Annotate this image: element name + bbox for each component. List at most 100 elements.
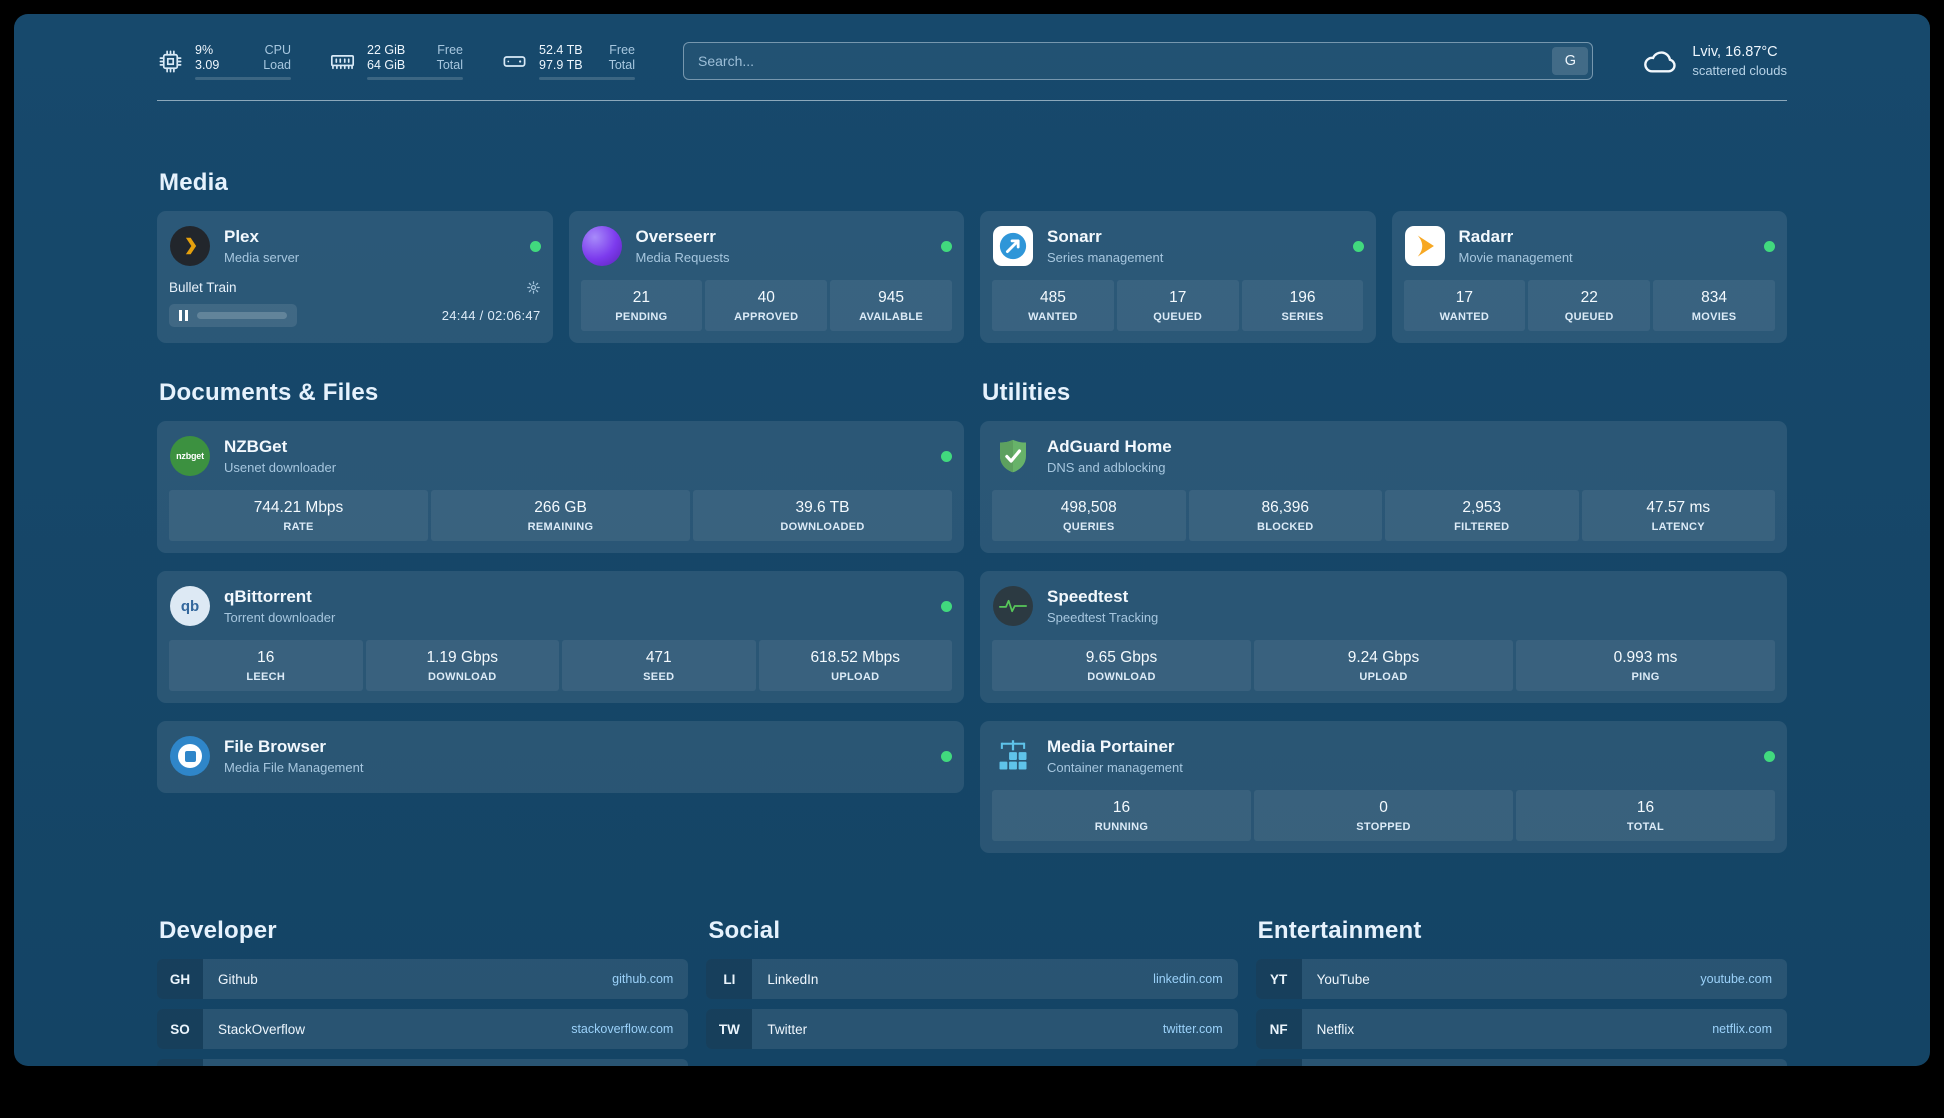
status-dot <box>941 750 952 762</box>
stat-wanted: 485 WANTED <box>992 280 1114 331</box>
bookmark-github[interactable]: GH Github github.com <box>157 959 689 999</box>
radarr-icon <box>1404 225 1446 267</box>
weather-location: Lviv, 16.87°C <box>1692 44 1778 60</box>
service-name: Sonarr <box>1047 227 1102 246</box>
topbar-divider <box>157 100 1787 101</box>
stat-pending: 21 PENDING <box>580 280 703 331</box>
stat-leech: 16 LEECH <box>169 640 363 691</box>
bookmark-stackoverflow[interactable]: SO StackOverflow stackoverflow.com <box>157 1009 689 1049</box>
disk-free-label: Free <box>609 42 635 57</box>
disk-total-label: Total <box>608 57 635 72</box>
service-name: Overseerr <box>635 227 716 246</box>
service-card-speedtest[interactable]: Speedtest Speedtest Tracking 9.65 Gbps DO… <box>980 571 1787 703</box>
bookmark-domain: github.com <box>612 972 674 986</box>
bookmark-netflix[interactable]: NF Netflix netflix.com <box>1255 1009 1787 1049</box>
topbar: 9% CPU 3.09 Load 22 GiB Free 64 GiB <box>157 42 1787 80</box>
now-playing-title: Bullet Train <box>169 280 237 295</box>
stat-remaining: 266 GB REMAINING <box>431 490 690 541</box>
bookmark-reddit[interactable]: RE Reddit reddit.com <box>1255 1059 1787 1066</box>
service-card-portainer[interactable]: Media Portainer Container management 16 R… <box>980 721 1787 853</box>
service-card-overseerr[interactable]: Overseerr Media Requests 21 PENDING 40 APP… <box>568 211 964 343</box>
plex-icon <box>169 225 211 267</box>
service-name: Speedtest <box>1047 587 1129 606</box>
section-utilities: Utilities AdGuard Home DNS and adblockin… <box>980 379 1787 853</box>
gear-icon[interactable] <box>526 280 541 295</box>
pause-icon[interactable] <box>179 310 188 321</box>
stat-stopped: 0 STOPPED <box>1254 790 1513 841</box>
search-provider-button[interactable]: G <box>1552 47 1589 75</box>
service-card-filebrowser[interactable]: File Browser Media File Management <box>157 721 964 793</box>
stat-upload: 9.24 Gbps UPLOAD <box>1254 640 1513 691</box>
bookmark-twitter[interactable]: TW Twitter twitter.com <box>706 1009 1238 1049</box>
player-controls <box>169 304 297 327</box>
cpu-load-label: Load <box>263 57 291 72</box>
memory-free-label: Free <box>437 42 463 57</box>
stat-total: 16 TOTAL <box>1516 790 1775 841</box>
status-dot <box>941 450 952 462</box>
dashboard-panel: 9% CPU 3.09 Load 22 GiB Free 64 GiB <box>14 14 1930 1066</box>
stat-queued: 17 QUEUED <box>1116 280 1239 331</box>
disk-widget: 52.4 TB Free 97.9 TB Total <box>501 43 635 80</box>
bookmark-youtube[interactable]: YT YouTube youtube.com <box>1255 959 1787 999</box>
service-name: Radarr <box>1458 227 1514 246</box>
cpu-icon <box>157 48 184 75</box>
stat-latency: 47.57 ms LATENCY <box>1581 490 1775 541</box>
service-subtitle: Movie management <box>1458 250 1573 265</box>
resource-widgets: 9% CPU 3.09 Load 22 GiB Free 64 GiB <box>157 43 635 80</box>
cloud-icon <box>1644 51 1676 73</box>
status-dot <box>1764 240 1775 252</box>
service-subtitle: Media File Management <box>224 760 364 775</box>
service-name: Media Portainer <box>1047 737 1175 756</box>
service-subtitle: DNS and adblocking <box>1047 460 1166 475</box>
service-name: AdGuard Home <box>1047 437 1172 456</box>
bookmark-dev[interactable]: DT DEV dev.to <box>157 1059 689 1066</box>
stat-queued: 22 QUEUED <box>1528 280 1651 331</box>
memory-free-value: 22 GiB <box>367 42 406 57</box>
service-subtitle: Usenet downloader <box>224 460 337 475</box>
disk-free-value: 52.4 TB <box>539 42 583 57</box>
bookmark-domain: linkedin.com <box>1153 972 1223 986</box>
playback-progress-bar <box>197 312 287 319</box>
cpu-usage-label: CPU <box>264 42 291 57</box>
service-card-radarr[interactable]: Radarr Movie management 17 WANTED 22 QUEUE… <box>1391 211 1787 343</box>
search-input[interactable] <box>683 42 1594 80</box>
service-card-adguard[interactable]: AdGuard Home DNS and adblocking 498,508 Q… <box>980 421 1787 553</box>
stat-approved: 40 APPROVED <box>705 280 828 331</box>
speedtest-icon <box>992 585 1034 627</box>
memory-progress-bar <box>367 76 463 80</box>
stat-rate: 744.21 Mbps RATE <box>169 490 428 541</box>
bookmark-abbr: NF <box>1255 1009 1302 1049</box>
qbittorrent-icon: qb <box>169 585 211 627</box>
memory-widget: 22 GiB Free 64 GiB Total <box>329 43 463 80</box>
bookmark-name: YouTube <box>1316 971 1370 987</box>
service-subtitle: Media server <box>224 250 300 265</box>
service-card-qbittorrent[interactable]: qb qBittorrent Torrent downloader 16 LEEC… <box>157 571 964 703</box>
disk-icon <box>501 48 528 75</box>
service-card-nzbget[interactable]: nzbget NZBGet Usenet downloader 744.21 M… <box>157 421 964 553</box>
disk-progress-bar <box>539 76 635 80</box>
cpu-usage-value: 9% <box>195 42 214 57</box>
bookmark-name: Netflix <box>1316 1021 1355 1037</box>
stat-series: 196 SERIES <box>1241 280 1364 331</box>
stat-upload: 618.52 Mbps UPLOAD <box>758 640 952 691</box>
service-card-plex[interactable]: Plex Media server Bullet Train <box>157 211 553 343</box>
stat-filtered: 2,953 FILTERED <box>1385 490 1579 541</box>
stat-download: 9.65 Gbps DOWNLOAD <box>992 640 1251 691</box>
stat-movies: 834 MOVIES <box>1653 280 1775 331</box>
bookmark-domain: netflix.com <box>1712 1022 1772 1036</box>
bookmark-domain: youtube.com <box>1700 972 1772 986</box>
bookmark-abbr: YT <box>1255 959 1302 999</box>
memory-total-value: 64 GiB <box>367 57 406 72</box>
section-title-documents: Documents & Files <box>159 379 379 406</box>
bookmark-abbr: SO <box>157 1009 203 1049</box>
stat-downloaded: 39.6 TB DOWNLOADED <box>693 490 952 541</box>
stat-ping: 0.993 ms PING <box>1516 640 1775 691</box>
service-card-sonarr[interactable]: Sonarr Series management 485 WANTED 17 QUE… <box>980 211 1376 343</box>
status-dot <box>1352 240 1364 252</box>
bookmark-name: StackOverflow <box>218 1021 306 1037</box>
status-dot <box>529 240 541 252</box>
weather-widget[interactable]: Lviv, 16.87°C scattered clouds <box>1641 42 1787 80</box>
bookmark-linkedin[interactable]: LI LinkedIn linkedin.com <box>706 959 1238 999</box>
stat-wanted: 17 WANTED <box>1403 280 1526 331</box>
stat-download: 1.19 Gbps DOWNLOAD <box>365 640 559 691</box>
